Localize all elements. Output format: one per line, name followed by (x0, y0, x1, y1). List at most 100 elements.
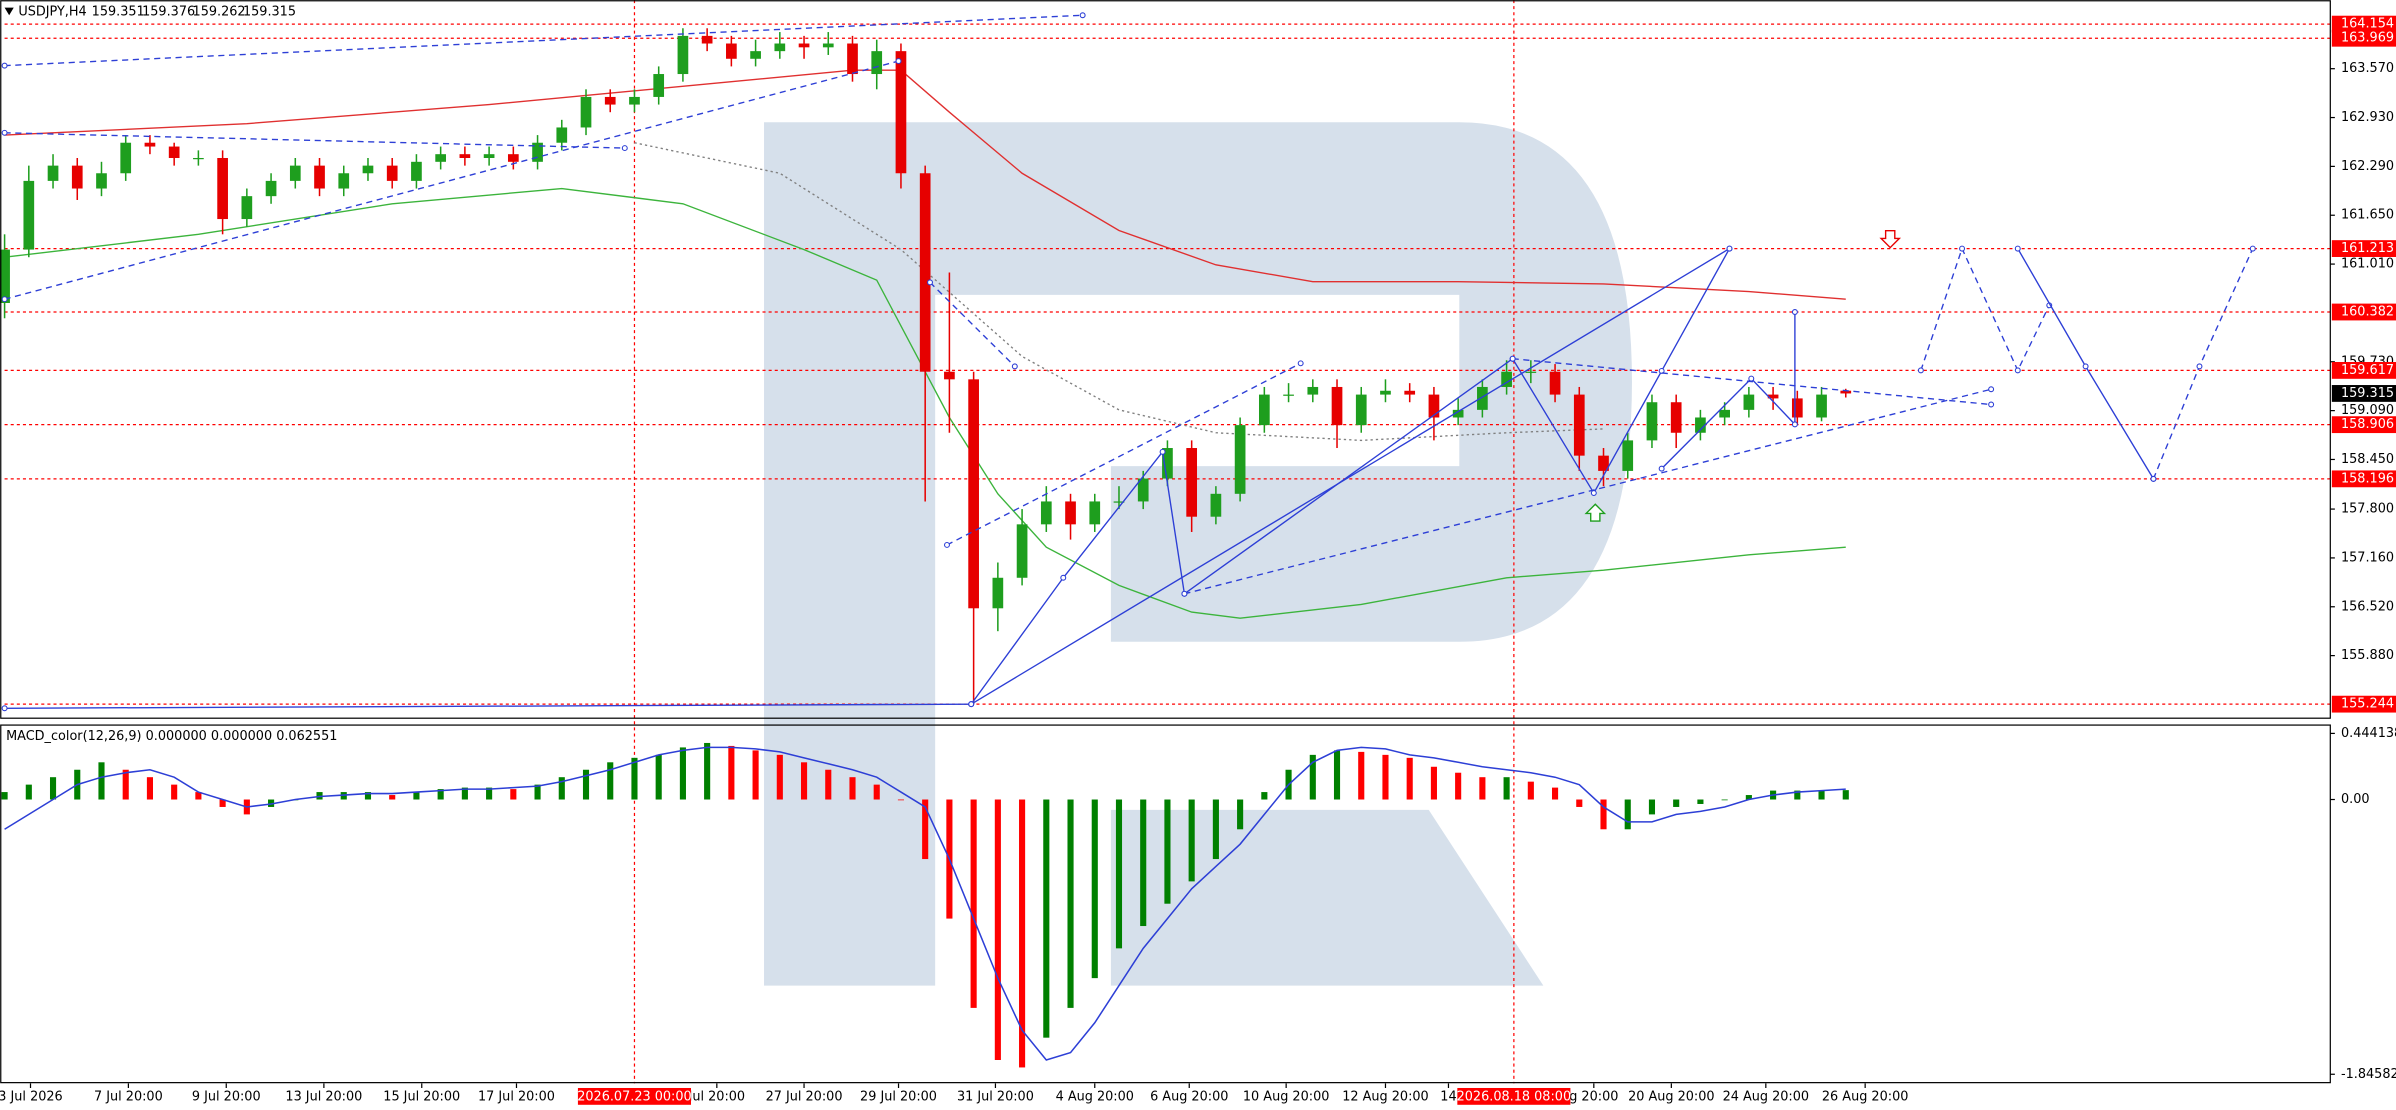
current-price-box (2331, 385, 2396, 402)
macd-bar (1455, 772, 1462, 800)
forecast-anchor (1, 296, 8, 303)
macd-bar (1600, 799, 1607, 830)
candle-body (1670, 402, 1682, 433)
y-tick-label: 163.570 (2341, 61, 2394, 76)
candle-body (798, 43, 810, 48)
macd-bar (437, 789, 444, 800)
macd-bar (873, 784, 880, 800)
macd-bar (1624, 799, 1631, 830)
candle-body (847, 43, 858, 75)
macd-bar (98, 762, 105, 800)
macd-bar (1237, 799, 1244, 830)
candle-body (1404, 390, 1416, 395)
candle-body (1719, 409, 1730, 418)
candle-body (1549, 371, 1561, 395)
x-tick-label: 13 Jul 20:00 (285, 1090, 362, 1105)
candle-body (1089, 501, 1101, 525)
macd-bar (970, 799, 977, 1008)
candle-body (774, 43, 786, 52)
forecast-line (4, 14, 1083, 67)
candle-body (1283, 394, 1294, 396)
forecast-anchor (2014, 367, 2021, 374)
forecast-line (1661, 312, 1796, 470)
candle-body (992, 577, 1004, 609)
x-tick-label: 31 Jul 20:00 (957, 1090, 1034, 1105)
macd-bar (1721, 799, 1728, 801)
forecast-line (1920, 246, 2050, 373)
candle-body (193, 157, 204, 160)
y-tick-label: 157.800 (2341, 502, 2394, 517)
x-tick-label: 3 Jul 2026 (0, 1090, 63, 1105)
x-tick-label: Jul 20:00 (688, 1090, 746, 1105)
candle-body (968, 379, 979, 609)
forecast-anchor (944, 541, 950, 548)
candle-body (1040, 501, 1052, 525)
forecast-anchor (2014, 245, 2021, 252)
level-label-box (2331, 695, 2396, 713)
candle-body (1695, 417, 1706, 433)
forecast-anchor (1917, 367, 1924, 374)
low-price: 159.262 (193, 5, 246, 20)
forecast-anchor (2196, 363, 2203, 370)
level-label: 163.969 (2341, 31, 2394, 46)
macd-bar (195, 792, 202, 800)
macd-bar (146, 777, 153, 800)
close-price: 159.315 (243, 5, 296, 20)
macd-bar (1309, 754, 1316, 800)
moving-average (4, 69, 1846, 300)
candle-body (1307, 386, 1319, 395)
forecast-anchor (1791, 309, 1798, 315)
candle-body (289, 165, 301, 181)
candle-body (871, 51, 883, 75)
macd-bar (1188, 799, 1195, 882)
candle-body (944, 371, 955, 380)
x-tick-label: 6 Aug 20:00 (1150, 1090, 1228, 1105)
forecast-anchor (2249, 245, 2256, 252)
level-label-box (2331, 361, 2396, 379)
forecast-line (1512, 358, 1992, 406)
candle-body (1501, 371, 1512, 387)
macd-bar (510, 789, 517, 800)
candle-body (604, 96, 616, 105)
candle-body (1137, 478, 1149, 502)
forecast-anchor (1079, 12, 1086, 19)
level-label: 158.196 (2341, 471, 2394, 486)
macd-bar (1019, 799, 1026, 1068)
forecast-anchor (1988, 401, 1995, 408)
forecast-anchor (1, 62, 8, 69)
time-marker-label: 2026.08.18 08:00 (1457, 1090, 1572, 1105)
x-tick-label: 9 Jul 20:00 (192, 1090, 261, 1105)
y-tick-label: 158.450 (2341, 452, 2394, 467)
candle-body (1452, 409, 1464, 418)
macd-bar (171, 784, 178, 800)
macd-bar (1503, 777, 1510, 800)
candle-body (1743, 394, 1755, 410)
macd-bar (1673, 799, 1680, 807)
macd-bar (1648, 799, 1656, 815)
macd-bar (897, 799, 905, 801)
symbol-menu-arrow[interactable] (4, 7, 14, 16)
forecast-anchor (1748, 375, 1755, 382)
x-tick-label: 14 (1440, 1090, 1456, 1105)
forecast-anchor (621, 145, 628, 152)
macd-bar (534, 784, 541, 800)
macd-bar (558, 777, 565, 800)
macd-bar (994, 799, 1001, 1060)
candle-body (580, 96, 592, 128)
forecast-anchor (1791, 421, 1798, 428)
x-tick-label: 7 Jul 20:00 (94, 1090, 163, 1105)
macd-bar (1164, 799, 1171, 904)
macd-bar (1576, 799, 1583, 807)
forecast-anchor (1181, 590, 1188, 597)
candle-body (1331, 386, 1343, 426)
macd-bar (1430, 766, 1437, 800)
open-price: 159.351 (92, 5, 145, 20)
level-label-box (2331, 29, 2396, 47)
forecast-anchor (1658, 465, 1665, 472)
candle-body (1210, 493, 1222, 517)
candle-body (1840, 390, 1852, 394)
candle-body (168, 146, 180, 158)
macd-bar (631, 757, 638, 800)
candle-body (1525, 371, 1537, 373)
level-label: 160.382 (2341, 305, 2394, 320)
